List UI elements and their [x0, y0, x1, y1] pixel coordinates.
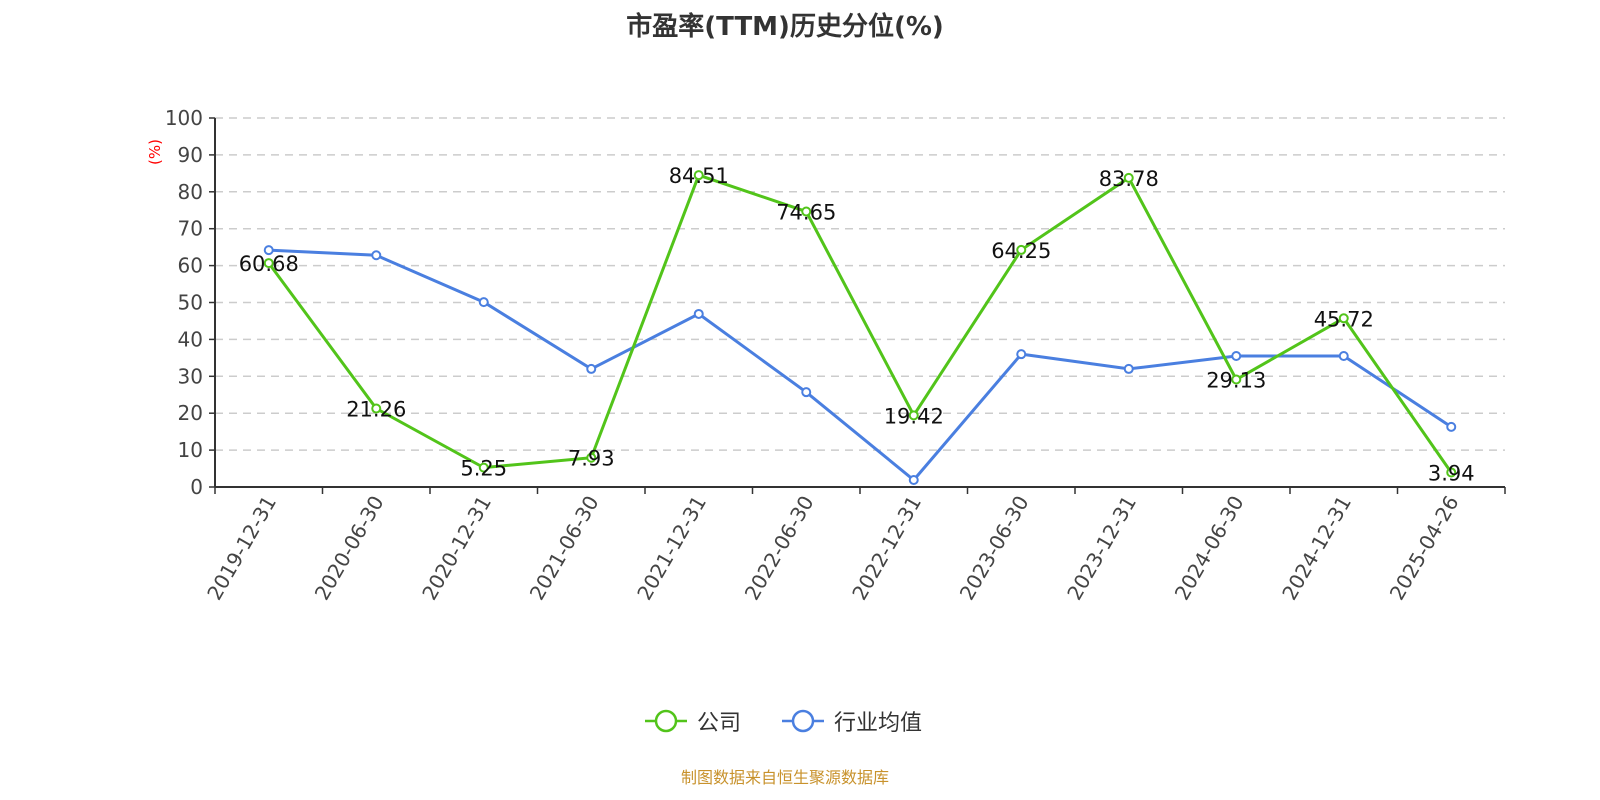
data-label: 45.72 [1314, 307, 1374, 331]
x-tick-label: 2024-06-30 [1170, 492, 1249, 605]
data-label: 21.26 [346, 398, 406, 422]
y-tick-label: 20 [178, 401, 203, 425]
data-point [1016, 244, 1027, 255]
x-tick-label: 2020-06-30 [310, 492, 389, 605]
x-tick-label: 2023-06-30 [955, 492, 1034, 605]
y-tick-label: 70 [178, 217, 203, 241]
y-axis-label: (%) [146, 139, 164, 165]
x-tick-label: 2022-06-30 [740, 492, 819, 605]
x-tick-label: 2021-12-31 [632, 492, 711, 605]
x-tick-label: 2023-12-31 [1062, 492, 1141, 605]
data-label: 19.42 [884, 404, 944, 428]
data-point [801, 206, 812, 217]
data-point [908, 410, 919, 421]
data-point [1016, 349, 1027, 360]
data-point [1446, 467, 1457, 478]
series-line [268, 248, 1453, 483]
data-point [371, 250, 382, 261]
y-tick-label: 80 [178, 180, 203, 204]
data-label: 84.51 [669, 164, 729, 188]
data-point [693, 170, 704, 181]
series-line [267, 173, 1453, 474]
data-point [263, 245, 274, 256]
data-label: 74.65 [776, 201, 836, 225]
data-point [1123, 363, 1134, 374]
data-point [1231, 351, 1242, 362]
data-label: 60.68 [239, 252, 299, 276]
data-label: 29.13 [1206, 369, 1266, 393]
data-point [1446, 421, 1457, 432]
legend-label: 公司 [697, 711, 741, 736]
data-point [693, 308, 704, 319]
y-tick-label: 30 [178, 364, 203, 388]
legend-marker [654, 709, 678, 733]
x-tick-label: 2019-12-31 [202, 492, 281, 605]
data-point [1338, 313, 1349, 324]
y-tick-label: 10 [178, 438, 203, 462]
x-tick-label: 2021-06-30 [525, 492, 604, 605]
data-point [586, 363, 597, 374]
data-label: 7.93 [568, 447, 615, 471]
data-point [586, 452, 597, 463]
data-label: 5.25 [460, 457, 507, 481]
x-tick-label: 2020-12-31 [417, 492, 496, 605]
data-point [371, 403, 382, 414]
data-point [1123, 172, 1134, 183]
data-point [263, 258, 274, 269]
y-tick-label: 40 [178, 327, 203, 351]
data-point [478, 297, 489, 308]
legend-label: 行业均值 [834, 711, 922, 736]
y-tick-label: 0 [190, 475, 203, 499]
data-point [1231, 374, 1242, 385]
chart-title: 市盈率(TTM)历史分位(%) [626, 12, 944, 42]
data-label: 64.25 [991, 239, 1051, 263]
data-label: 3.94 [1428, 461, 1475, 485]
x-tick-label: 2025-04-26 [1385, 492, 1464, 605]
source-note: 制图数据来自恒生聚源数据库 [680, 768, 889, 787]
legend-marker [791, 709, 815, 733]
y-tick-label: 90 [178, 143, 203, 167]
data-label: 83.78 [1099, 167, 1159, 191]
data-point [908, 474, 919, 485]
y-tick-label: 60 [178, 254, 203, 278]
y-tick-label: 100 [165, 106, 203, 130]
x-tick-label: 2024-12-31 [1277, 492, 1356, 605]
data-point [478, 462, 489, 473]
data-point [801, 387, 812, 398]
y-tick-label: 50 [178, 291, 203, 315]
data-point [1338, 351, 1349, 362]
x-tick-label: 2022-12-31 [847, 492, 926, 605]
